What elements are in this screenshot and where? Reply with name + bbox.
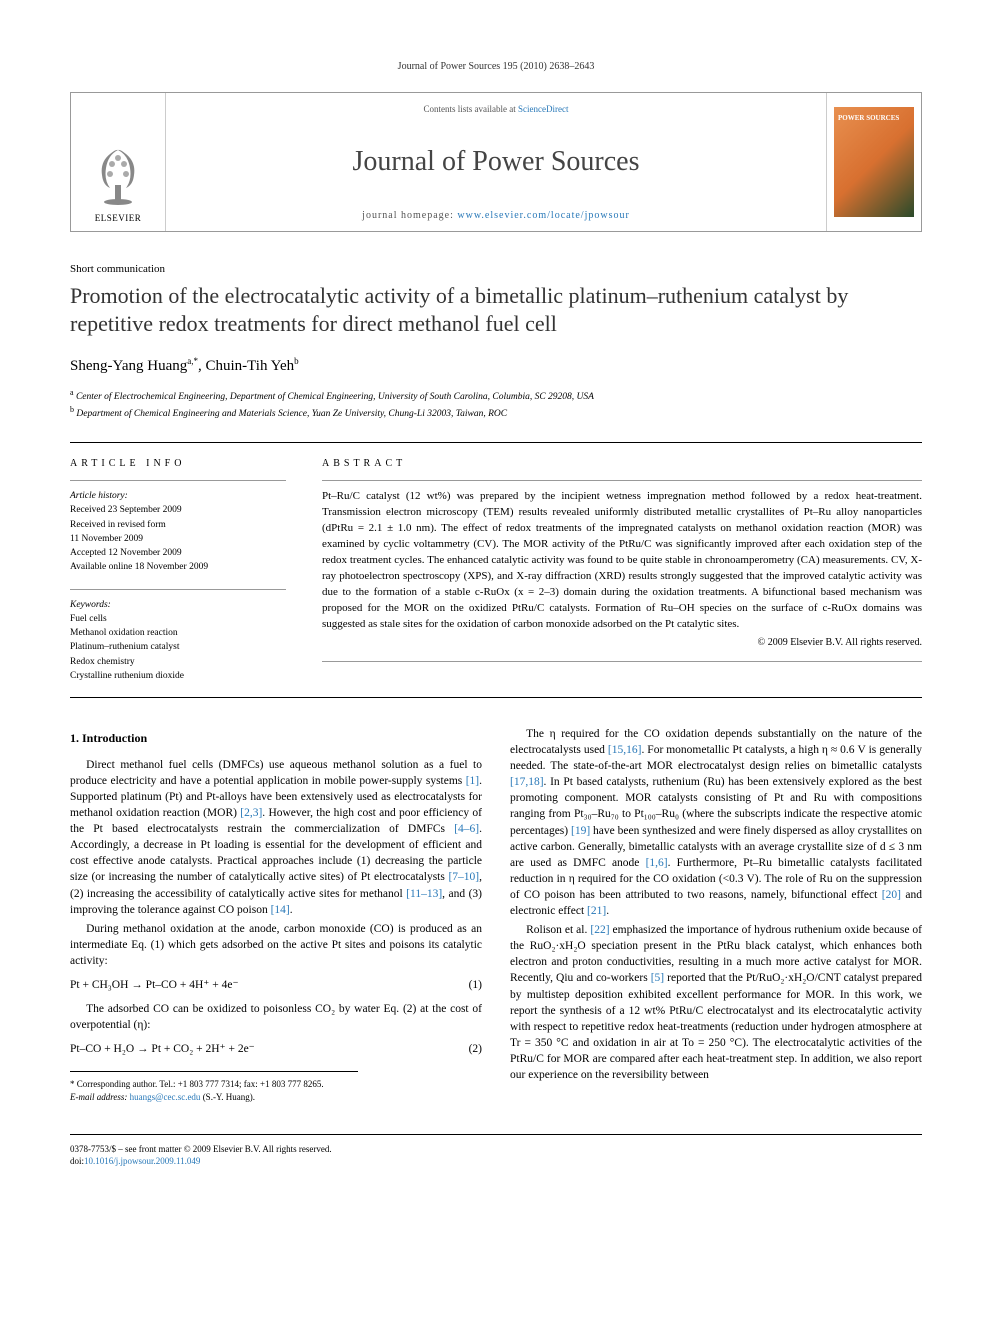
- citation-link[interactable]: [15,16]: [608, 744, 642, 756]
- history-line: Accepted 12 November 2009: [70, 546, 286, 560]
- body-paragraph: The adsorbed CO can be oxidized to poiso…: [70, 1001, 482, 1033]
- citation-link[interactable]: [1,6]: [646, 857, 668, 869]
- journal-homepage-link[interactable]: www.elsevier.com/locate/jpowsour: [457, 210, 629, 221]
- citation-link[interactable]: [19]: [571, 825, 590, 837]
- corr-line-1: * Corresponding author. Tel.: +1 803 777…: [70, 1078, 358, 1091]
- equation-2: Pt–CO + H₂O → Pt + CO₂ + 2H⁺ + 2e⁻ (2): [70, 1041, 482, 1057]
- journal-cover-block: POWER SOURCES: [826, 93, 921, 231]
- page-footer: 0378-7753/$ – see front matter © 2009 El…: [70, 1134, 922, 1167]
- corr-email-link[interactable]: huangs@cec.sc.edu: [130, 1092, 201, 1102]
- article-title: Promotion of the electrocatalytic activi…: [70, 282, 922, 337]
- citation-link[interactable]: [2,3]: [240, 807, 262, 819]
- abstract: abstract Pt–Ru/C catalyst (12 wt%) was p…: [300, 443, 922, 698]
- citation-link[interactable]: [14]: [271, 904, 290, 916]
- publisher-name: ELSEVIER: [95, 212, 142, 224]
- corr-line-2: E-mail address: huangs@cec.sc.edu (S.-Y.…: [70, 1091, 358, 1104]
- keywords-title: Keywords:: [70, 598, 286, 612]
- body-paragraph: The η required for the CO oxidation depe…: [510, 726, 922, 919]
- citation-link[interactable]: [1]: [466, 775, 479, 787]
- body-paragraph: During methanol oxidation at the anode, …: [70, 921, 482, 969]
- equation-1: Pt + CH₃OH → Pt–CO + 4H⁺ + 4e⁻ (1): [70, 977, 482, 993]
- running-head: Journal of Power Sources 195 (2010) 2638…: [70, 60, 922, 74]
- keyword-line: Crystalline ruthenium dioxide: [70, 669, 286, 683]
- citation-link[interactable]: [4–6]: [454, 823, 479, 835]
- history-title: Article history:: [70, 489, 286, 503]
- equation-text: Pt + CH₃OH → Pt–CO + 4H⁺ + 4e⁻: [70, 977, 239, 993]
- body-paragraph: Rolison et al. [22] emphasized the impor…: [510, 922, 922, 1083]
- doi-line: doi:10.1016/j.jpowsour.2009.11.049: [70, 1155, 332, 1167]
- abstract-heading: abstract: [322, 457, 922, 471]
- authors: Sheng-Yang Huanga,*, Chuin-Tih Yehb: [70, 355, 922, 376]
- journal-name: Journal of Power Sources: [176, 143, 816, 181]
- keyword-line: Platinum–ruthenium catalyst: [70, 640, 286, 654]
- citation-link[interactable]: [22]: [590, 924, 609, 936]
- doi-link[interactable]: 10.1016/j.jpowsour.2009.11.049: [84, 1156, 200, 1166]
- keyword-line: Redox chemistry: [70, 655, 286, 669]
- history-line: Available online 18 November 2009: [70, 560, 286, 574]
- equation-number: (2): [469, 1041, 482, 1057]
- abstract-copyright: © 2009 Elsevier B.V. All rights reserved…: [322, 636, 922, 651]
- keyword-line: Fuel cells: [70, 612, 286, 626]
- history-line: 11 November 2009: [70, 532, 286, 546]
- corresponding-author: * Corresponding author. Tel.: +1 803 777…: [70, 1071, 358, 1103]
- keyword-line: Methanol oxidation reaction: [70, 626, 286, 640]
- section-heading-intro: 1. Introduction: [70, 730, 482, 747]
- elsevier-tree-icon: [88, 140, 148, 210]
- contents-line: Contents lists available at ScienceDirec…: [176, 103, 816, 115]
- citation-link[interactable]: [21]: [587, 905, 606, 917]
- citation-link[interactable]: [20]: [882, 889, 901, 901]
- history-line: Received in revised form: [70, 518, 286, 532]
- article-info-heading: article info: [70, 457, 286, 471]
- publisher-logo-block: ELSEVIER: [71, 93, 166, 231]
- keywords-block: Keywords: Fuel cellsMethanol oxidation r…: [70, 589, 286, 684]
- equation-number: (1): [469, 977, 482, 993]
- journal-cover-icon: POWER SOURCES: [834, 107, 914, 217]
- masthead: ELSEVIER Contents lists available at Sci…: [70, 92, 922, 232]
- sciencedirect-link[interactable]: ScienceDirect: [518, 104, 568, 114]
- masthead-center: Contents lists available at ScienceDirec…: [166, 93, 826, 231]
- citation-link[interactable]: [17,18]: [510, 776, 544, 788]
- info-abstract-row: article info Article history: Received 2…: [70, 442, 922, 699]
- affiliation-line: a Center of Electrochemical Engineering,…: [70, 387, 922, 404]
- contents-prefix: Contents lists available at: [424, 104, 518, 114]
- affiliation-line: b Department of Chemical Engineering and…: [70, 404, 922, 421]
- body-paragraph: Direct methanol fuel cells (DMFCs) use a…: [70, 757, 482, 918]
- front-matter-line: 0378-7753/$ – see front matter © 2009 El…: [70, 1143, 332, 1155]
- citation-link[interactable]: [5]: [651, 972, 664, 984]
- history-line: Received 23 September 2009: [70, 503, 286, 517]
- abstract-body: Pt–Ru/C catalyst (12 wt%) was prepared b…: [322, 490, 922, 630]
- citation-link[interactable]: [11–13]: [406, 888, 442, 900]
- homepage-prefix: journal homepage:: [362, 210, 457, 221]
- homepage-line: journal homepage: www.elsevier.com/locat…: [176, 209, 816, 223]
- body-columns: 1. Introduction Direct methanol fuel cel…: [70, 726, 922, 1104]
- footer-left: 0378-7753/$ – see front matter © 2009 El…: [70, 1143, 332, 1167]
- equation-text: Pt–CO + H₂O → Pt + CO₂ + 2H⁺ + 2e⁻: [70, 1041, 255, 1057]
- history-block: Article history: Received 23 September 2…: [70, 480, 286, 575]
- cover-title: POWER SOURCES: [838, 115, 910, 123]
- abstract-text: Pt–Ru/C catalyst (12 wt%) was prepared b…: [322, 480, 922, 662]
- citation-link[interactable]: [7–10]: [448, 871, 479, 883]
- article-info: article info Article history: Received 2…: [70, 443, 300, 698]
- corr-email-label: E-mail address:: [70, 1092, 130, 1102]
- doi-prefix: doi:: [70, 1156, 84, 1166]
- corr-name-suffix: (S.-Y. Huang).: [200, 1092, 255, 1102]
- affiliations: a Center of Electrochemical Engineering,…: [70, 387, 922, 422]
- article-type: Short communication: [70, 262, 922, 277]
